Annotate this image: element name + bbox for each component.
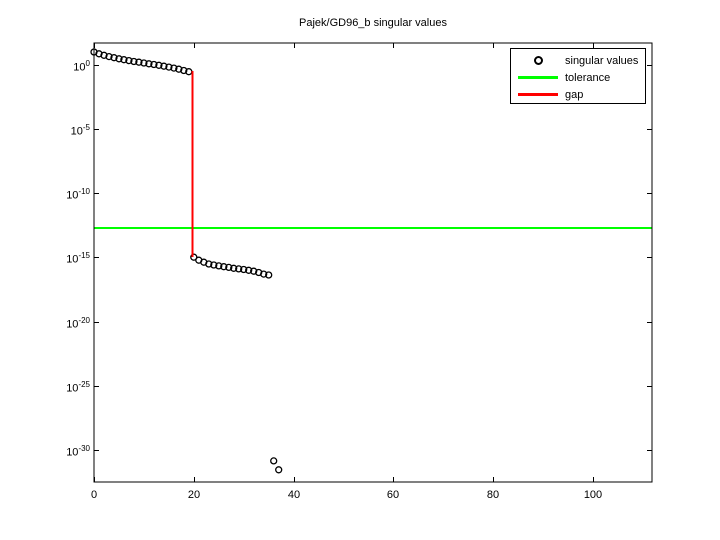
singular-value-marker bbox=[145, 60, 153, 68]
singular-value-marker bbox=[140, 59, 148, 67]
singular-value-marker bbox=[250, 267, 258, 275]
singular-value-marker bbox=[230, 264, 238, 272]
y-tick-label: 100 bbox=[73, 59, 90, 74]
legend-item-singular-values: singular values bbox=[511, 52, 645, 69]
axis-box bbox=[93, 42, 653, 483]
singular-value-marker bbox=[150, 60, 158, 69]
legend-item-gap: gap bbox=[511, 86, 645, 103]
gap-line-icon bbox=[518, 93, 558, 96]
y-tick-label: 10-10 bbox=[66, 187, 90, 202]
legend: singular values tolerance gap bbox=[510, 48, 646, 104]
legend-item-tolerance: tolerance bbox=[511, 69, 645, 86]
singular-value-marker bbox=[130, 57, 138, 66]
singular-value-marker bbox=[155, 61, 163, 69]
singular-value-marker bbox=[235, 265, 243, 273]
y-tick-label: 10-20 bbox=[66, 316, 90, 331]
singular-value-marker bbox=[160, 62, 168, 70]
singular-value-marker bbox=[225, 263, 233, 272]
singular-value-marker bbox=[105, 52, 113, 61]
singular-value-marker bbox=[120, 56, 128, 64]
singular-value-marker bbox=[270, 457, 278, 465]
y-tick-label: 10-25 bbox=[66, 380, 90, 395]
legend-label-tolerance: tolerance bbox=[565, 71, 611, 84]
singular-value-marker bbox=[110, 54, 118, 62]
legend-label-gap: gap bbox=[565, 88, 584, 101]
singular-value-marker bbox=[205, 260, 213, 268]
singular-value-marker bbox=[135, 58, 143, 66]
legend-label-singular-values: singular values bbox=[565, 54, 639, 67]
singular-value-marker bbox=[115, 55, 123, 63]
singular-value-marker bbox=[125, 56, 133, 65]
x-tick-label: 40 bbox=[287, 489, 301, 501]
x-tick-label: 20 bbox=[187, 489, 201, 501]
singular-value-marker bbox=[180, 66, 188, 75]
singular-value-marker bbox=[220, 263, 228, 271]
y-tick-label: 10-15 bbox=[66, 251, 90, 266]
x-tick-label: 60 bbox=[386, 489, 400, 501]
singular-value-marker bbox=[175, 65, 183, 73]
x-tick-label: 0 bbox=[90, 489, 98, 501]
tolerance-line-icon bbox=[518, 76, 558, 79]
y-tick-label: 10-30 bbox=[66, 444, 90, 459]
singular-value-marker bbox=[100, 51, 108, 59]
y-tick-label: 10-5 bbox=[70, 123, 90, 138]
chart-title: Pajek/GD96_b singular values bbox=[299, 17, 447, 29]
singular-value-marker bbox=[215, 262, 223, 270]
x-tick-label: 100 bbox=[583, 489, 603, 501]
singular-value-marker bbox=[170, 64, 178, 72]
x-tick-label: 80 bbox=[486, 489, 500, 501]
singular-value-marker bbox=[265, 271, 273, 279]
circle-marker-icon bbox=[518, 56, 558, 65]
singular-value-marker bbox=[210, 261, 218, 269]
singular-values-series bbox=[90, 48, 283, 474]
singular-value-marker bbox=[165, 63, 173, 71]
singular-value-marker bbox=[240, 265, 248, 274]
singular-value-marker bbox=[275, 466, 283, 474]
singular-value-marker bbox=[245, 266, 253, 274]
singular-value-marker bbox=[260, 270, 268, 278]
